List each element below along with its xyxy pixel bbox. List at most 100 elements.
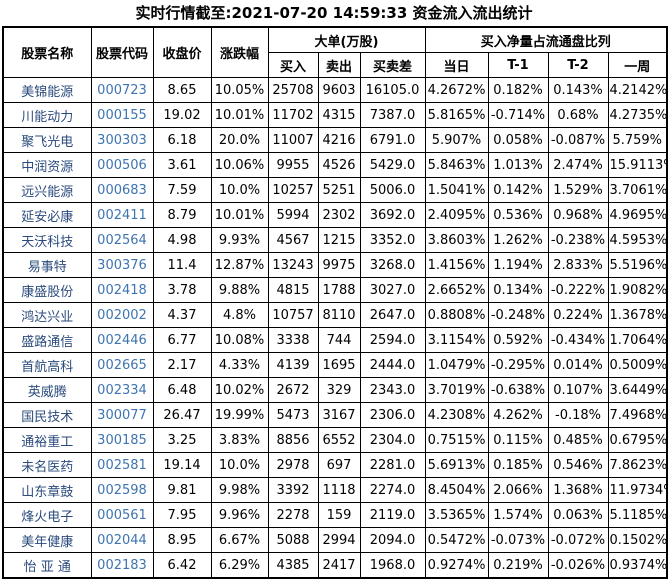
stock-code-cell[interactable]: 002665 <box>90 352 154 378</box>
sell-volume-cell: 6552 <box>317 427 361 453</box>
table-row[interactable]: 美锦能源 000723 8.65 10.05% 25708 9603 16105… <box>2 77 668 103</box>
col-header-buy: 买入 <box>267 52 319 78</box>
close-price-cell: 7.59 <box>152 177 212 203</box>
table-row[interactable]: 英威腾 002334 6.48 10.02% 2672 329 2343.0 3… <box>2 377 668 403</box>
table-row[interactable]: 盛路通信 002446 6.77 10.08% 3338 744 2594.0 … <box>2 327 668 353</box>
sell-volume-cell: 2302 <box>317 202 361 228</box>
ratio-t2-cell: -0.222% <box>547 277 609 303</box>
stock-name-cell[interactable]: 盛路通信 <box>2 327 92 353</box>
change-pct-cell: 10.02% <box>210 377 269 403</box>
close-price-cell: 19.14 <box>152 452 212 478</box>
ratio-week-cell: 3.6449% <box>607 377 668 403</box>
change-pct-cell: 9.93% <box>210 227 269 253</box>
stock-code-cell[interactable]: 002411 <box>90 202 154 228</box>
stock-name-cell[interactable]: 通裕重工 <box>2 427 92 453</box>
table-row[interactable]: 烽火电子 000561 7.95 9.96% 2278 159 2119.0 3… <box>2 502 668 528</box>
stock-name-cell[interactable]: 英威腾 <box>2 377 92 403</box>
ratio-today-cell: 4.2672% <box>424 77 489 103</box>
stock-code-cell[interactable]: 002446 <box>90 327 154 353</box>
stock-name-cell[interactable]: 烽火电子 <box>2 502 92 528</box>
table-row[interactable]: 未名医药 002581 19.14 10.0% 2978 697 2281.0 … <box>2 452 668 478</box>
stock-name-cell[interactable]: 易事特 <box>2 252 92 278</box>
stock-code-cell[interactable]: 300185 <box>90 427 154 453</box>
stock-name-cell[interactable]: 美年健康 <box>2 527 92 553</box>
buy-volume-cell: 13243 <box>267 252 319 278</box>
stock-code-cell[interactable]: 300077 <box>90 402 154 428</box>
table-row[interactable]: 易事特 300376 11.4 12.87% 13243 9975 3268.0… <box>2 252 668 278</box>
stock-name-cell[interactable]: 康盛股份 <box>2 277 92 303</box>
table-body: 美锦能源 000723 8.65 10.05% 25708 9603 16105… <box>2 77 668 579</box>
table-row[interactable]: 通裕重工 300185 3.25 3.83% 8856 6552 2304.0 … <box>2 427 668 453</box>
stock-code-cell[interactable]: 300303 <box>90 127 154 153</box>
stock-name-cell[interactable]: 延安必康 <box>2 202 92 228</box>
stock-code-cell[interactable]: 002002 <box>90 302 154 328</box>
table-row[interactable]: 川能动力 000155 19.02 10.01% 11702 4315 7387… <box>2 102 668 128</box>
table-row[interactable]: 鸿达兴业 002002 4.37 4.8% 10757 8110 2647.0 … <box>2 302 668 328</box>
table-row[interactable]: 美年健康 002044 8.95 6.67% 5088 2994 2094.0 … <box>2 527 668 553</box>
col-header-stock-name: 股票名称 <box>2 26 92 78</box>
net-diff-cell: 5006.0 <box>359 177 426 203</box>
table-row[interactable]: 天沃科技 002564 4.98 9.93% 4567 1215 3352.0 … <box>2 227 668 253</box>
stock-code-cell[interactable]: 002183 <box>90 552 154 579</box>
ratio-t2-cell: -0.434% <box>547 327 609 353</box>
ratio-t2-cell: 0.107% <box>547 377 609 403</box>
stock-name-cell[interactable]: 川能动力 <box>2 102 92 128</box>
stock-name-cell[interactable]: 首航高科 <box>2 352 92 378</box>
ratio-t2-cell: -0.026% <box>547 552 609 579</box>
stock-name-cell[interactable]: 未名医药 <box>2 452 92 478</box>
ratio-t1-cell: 2.066% <box>487 477 549 503</box>
buy-volume-cell: 11007 <box>267 127 319 153</box>
stock-code-cell[interactable]: 000561 <box>90 502 154 528</box>
stock-name-cell[interactable]: 聚飞光电 <box>2 127 92 153</box>
stock-name-cell[interactable]: 国民技术 <box>2 402 92 428</box>
stock-code-cell[interactable]: 002564 <box>90 227 154 253</box>
ratio-t1-cell: -0.638% <box>487 377 549 403</box>
stock-code-cell[interactable]: 002598 <box>90 477 154 503</box>
close-price-cell: 3.61 <box>152 152 212 178</box>
sell-volume-cell: 2417 <box>317 552 361 579</box>
table-row[interactable]: 中润资源 000506 3.61 10.06% 9955 4526 5429.0… <box>2 152 668 178</box>
table-row[interactable]: 国民技术 300077 26.47 19.99% 5473 3167 2306.… <box>2 402 668 428</box>
stock-name-cell[interactable]: 山东章鼓 <box>2 477 92 503</box>
ratio-week-cell: 5.5196% <box>607 252 668 278</box>
col-header-week: 一周 <box>607 52 668 78</box>
stock-code-cell[interactable]: 002334 <box>90 377 154 403</box>
table-row[interactable]: 聚飞光电 300303 6.18 20.0% 11007 4216 6791.0… <box>2 127 668 153</box>
close-price-cell: 2.17 <box>152 352 212 378</box>
stock-code-cell[interactable]: 000683 <box>90 177 154 203</box>
table-row[interactable]: 怡 亚 通 002183 6.42 6.29% 4385 2417 1968.0… <box>2 552 668 579</box>
stock-code-cell[interactable]: 002418 <box>90 277 154 303</box>
stock-name-cell[interactable]: 远兴能源 <box>2 177 92 203</box>
sell-volume-cell: 744 <box>317 327 361 353</box>
table-row[interactable]: 延安必康 002411 8.79 10.01% 5994 2302 3692.0… <box>2 202 668 228</box>
stock-name-cell[interactable]: 中润资源 <box>2 152 92 178</box>
buy-volume-cell: 10257 <box>267 177 319 203</box>
stock-name-cell[interactable]: 天沃科技 <box>2 227 92 253</box>
stock-name-cell[interactable]: 怡 亚 通 <box>2 552 92 579</box>
col-header-t1: T-1 <box>487 52 549 78</box>
stock-name-cell[interactable]: 美锦能源 <box>2 77 92 103</box>
header-row-top: 股票名称 股票代码 收盘价 涨跌幅 大单(万股) 买入净量占流通盘比列 <box>2 26 668 78</box>
buy-volume-cell: 5088 <box>267 527 319 553</box>
table-row[interactable]: 首航高科 002665 2.17 4.33% 4139 1695 2444.0 … <box>2 352 668 378</box>
stock-code-cell[interactable]: 300376 <box>90 252 154 278</box>
stock-code-cell[interactable]: 000155 <box>90 102 154 128</box>
ratio-week-cell: 0.9374% <box>607 552 668 579</box>
stock-code-cell[interactable]: 000723 <box>90 77 154 103</box>
stock-code-cell[interactable]: 002044 <box>90 527 154 553</box>
ratio-today-cell: 0.5472% <box>424 527 489 553</box>
close-price-cell: 6.42 <box>152 552 212 579</box>
ratio-week-cell: 7.8623% <box>607 452 668 478</box>
table-row[interactable]: 远兴能源 000683 7.59 10.0% 10257 5251 5006.0… <box>2 177 668 203</box>
stock-name-cell[interactable]: 鸿达兴业 <box>2 302 92 328</box>
net-diff-cell: 2594.0 <box>359 327 426 353</box>
stock-code-cell[interactable]: 000506 <box>90 152 154 178</box>
close-price-cell: 11.4 <box>152 252 212 278</box>
sell-volume-cell: 1118 <box>317 477 361 503</box>
table-row[interactable]: 康盛股份 002418 3.78 9.88% 4815 1788 3027.0 … <box>2 277 668 303</box>
ratio-t2-cell: -0.072% <box>547 527 609 553</box>
table-row[interactable]: 山东章鼓 002598 9.81 9.98% 3392 1118 2274.0 … <box>2 477 668 503</box>
ratio-t2-cell: 0.68% <box>547 102 609 128</box>
stock-code-cell[interactable]: 002581 <box>90 452 154 478</box>
buy-volume-cell: 9955 <box>267 152 319 178</box>
